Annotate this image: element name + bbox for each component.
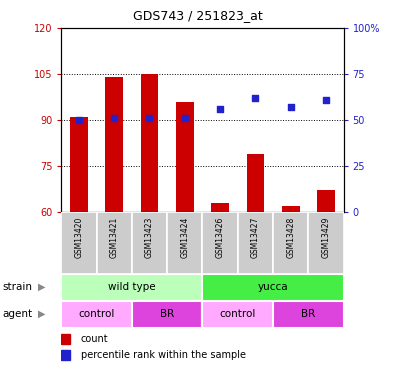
Bar	[167, 212, 202, 274]
Bar	[70, 117, 88, 212]
Bar	[282, 206, 299, 212]
Text: yucca: yucca	[258, 282, 288, 292]
Bar	[317, 190, 335, 212]
Point	[182, 115, 188, 121]
Text: control: control	[220, 309, 256, 319]
Bar	[141, 74, 158, 212]
Bar	[202, 301, 273, 328]
Text: wild type: wild type	[108, 282, 156, 292]
Text: BR: BR	[301, 309, 316, 319]
Text: count: count	[81, 334, 109, 344]
Bar	[61, 301, 132, 328]
Point	[111, 115, 117, 121]
Bar	[246, 154, 264, 212]
Bar	[105, 77, 123, 212]
Bar	[61, 274, 202, 301]
Text: GSM13424: GSM13424	[180, 217, 189, 258]
Point	[76, 117, 82, 123]
Bar	[202, 212, 238, 274]
Text: GSM13423: GSM13423	[145, 217, 154, 258]
Bar	[238, 212, 273, 274]
Point	[217, 106, 223, 112]
Bar	[273, 301, 344, 328]
Text: BR: BR	[160, 309, 174, 319]
Bar	[211, 202, 229, 212]
Bar	[61, 334, 70, 344]
Text: GSM13429: GSM13429	[322, 217, 331, 258]
Text: ▶: ▶	[38, 282, 45, 292]
Bar	[202, 274, 344, 301]
Text: agent: agent	[2, 309, 32, 319]
Point	[146, 115, 152, 121]
Bar	[308, 212, 344, 274]
Text: GSM13420: GSM13420	[74, 217, 83, 258]
Text: percentile rank within the sample: percentile rank within the sample	[81, 350, 246, 360]
Text: GSM13421: GSM13421	[110, 217, 118, 258]
Text: GSM13428: GSM13428	[286, 217, 295, 258]
Text: control: control	[78, 309, 115, 319]
Text: ▶: ▶	[38, 309, 45, 319]
Bar	[96, 212, 132, 274]
Point	[323, 97, 329, 103]
Bar	[61, 212, 96, 274]
Text: GSM13427: GSM13427	[251, 217, 260, 258]
Text: strain: strain	[2, 282, 32, 292]
Bar	[132, 301, 202, 328]
Bar	[273, 212, 308, 274]
Bar	[176, 102, 194, 212]
Point	[252, 95, 259, 101]
Point	[288, 104, 294, 110]
Text: GDS743 / 251823_at: GDS743 / 251823_at	[133, 9, 262, 22]
Text: GSM13426: GSM13426	[216, 217, 225, 258]
Bar	[61, 350, 70, 360]
Bar	[132, 212, 167, 274]
